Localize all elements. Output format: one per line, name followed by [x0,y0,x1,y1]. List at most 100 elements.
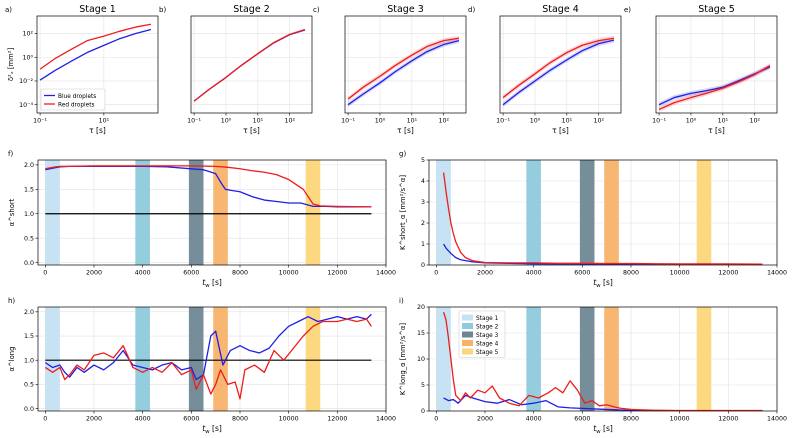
x-tick-label: 2000 [86,416,102,423]
x-tick-label: 8000 [232,416,248,423]
y-tick-label: 0 [421,262,425,269]
x-tick-label: 12000 [327,416,347,423]
x-tick-label: 8000 [623,416,639,423]
x-axis-label: τ [s] [89,126,106,135]
legend: Stage 1 Stage 2 Stage 3 Stage 4 Stage 5 [458,310,506,358]
y-tick-label: 3 [421,199,425,206]
panel-label: c) [313,6,320,14]
x-axis-label: tw [s] [593,278,613,289]
stage-band-4 [213,307,228,411]
legend-swatch [462,323,473,329]
x-tick-label: 2000 [86,270,102,277]
x-tick-label: 10⁻¹ [496,118,510,125]
x-tick-label: 10¹ [562,118,573,125]
y-axis-label: K^long_α [mm²/s^α] [399,323,407,395]
y-tick-label: 0.5 [24,235,34,242]
x-tick-label: 14000 [767,416,787,423]
y-tick-label: 0 [421,408,425,415]
y-tick-label: 20 [417,304,425,311]
x-tick-label: 10000 [670,416,690,423]
x-axis-label: tw [s] [593,424,613,435]
stage-band-4 [604,160,619,265]
x-tick-label: 10⁻¹ [652,118,666,125]
x-tick-label: 12000 [327,270,347,277]
x-tick-label: 4000 [526,416,542,423]
y-tick-label: 0.0 [24,406,34,413]
x-tick-label: 4000 [135,270,151,277]
series-line-red-droplets [658,64,771,111]
y-tick-label: 10 [417,356,425,363]
axes-frame [37,159,387,266]
x-axis-label: τ [s] [552,126,569,135]
y-tick-label: 1.0 [24,211,34,218]
series-band-red-droplets [659,63,770,112]
panel-label: d) [468,6,475,14]
legend-label: Stage 3 [476,333,499,339]
legend-swatch [462,348,473,355]
series-line-blue-droplets [502,39,615,106]
x-tick-label: 10000 [279,416,299,423]
panel-label: i) [399,297,404,305]
x-tick-label: 6000 [574,270,590,277]
y-tick-label: 10² [22,31,33,38]
stage-band-5 [696,307,712,411]
x-tick-label: 0 [434,416,438,423]
x-axis-label: τ [s] [243,126,260,135]
x-tick-label: 8000 [232,270,248,277]
series-line-red-droplets [39,23,152,70]
legend-label: Stage 5 [476,350,499,356]
x-tick-label: 10000 [670,270,690,277]
y-tick-label: 5 [421,157,425,164]
legend-label: Stage 1 [476,316,499,322]
series-line-blue-droplets [39,28,152,81]
x-tick-label: 12000 [718,270,738,277]
x-tick-label: 10⁰ [686,118,697,125]
y-axis-label: α^long [8,347,16,372]
stage-band-2 [135,307,150,411]
x-tick-label: 10⁰ [221,118,232,125]
x-tick-label: 0 [43,270,47,277]
stage-band-2 [135,160,150,265]
stage-band-1 [436,307,451,411]
panel-label: f) [8,150,13,158]
stage-band-5 [305,160,321,265]
x-tick-label: 10² [284,118,295,125]
legend: Blue droplets Red droplets [40,88,106,111]
y-axis-label: δ²ₓ [mm²] [7,47,15,81]
legend-swatch [462,331,473,338]
x-tick-label: 6000 [183,270,199,277]
panel-label: g) [399,150,406,158]
x-tick-label: 2000 [477,270,493,277]
x-tick-label: 14000 [376,416,396,423]
panel-title: Stage 3 [387,4,424,15]
y-axis-label: K^short_α [mm²/s^α] [399,175,407,250]
y-axis-label: α^short [8,198,16,226]
stage-band-1 [45,307,60,411]
stage-band-3 [579,160,595,265]
y-tick-label: 5 [421,382,425,389]
x-tick-label: 4000 [526,270,542,277]
x-tick-label: 10⁻¹ [341,118,355,125]
axes-frame [37,306,387,412]
stage-band-2 [526,307,541,411]
x-tick-label: 6000 [183,416,199,423]
panel-label: h) [8,297,15,305]
x-tick-label: 0 [434,270,438,277]
panel-title: Stage 2 [233,4,270,15]
series-line-blue-droplets [658,66,771,106]
panel-title: Stage 1 [79,4,116,15]
x-tick-label: 10¹ [99,118,110,125]
legend-box [40,88,106,111]
axes-frame [190,15,313,114]
y-tick-label: 1 [421,241,425,248]
stage-band-1 [436,160,451,265]
stage-band-2 [526,160,541,265]
panel-g: 0 2000 4000 6000 8000 10000 12000 14000 0 1 2 3 4 5 g)… [399,150,787,289]
x-tick-label: 14000 [767,270,787,277]
stage-band-3 [188,307,204,411]
y-tick-label: 0.5 [24,382,34,389]
panel-b: 10⁻¹ 10⁰ 10¹ 10² Stage 2 b) τ [s] [159,4,313,135]
panel-label: b) [159,6,166,14]
legend-label: Stage 4 [476,341,499,347]
plot-area [347,35,460,108]
